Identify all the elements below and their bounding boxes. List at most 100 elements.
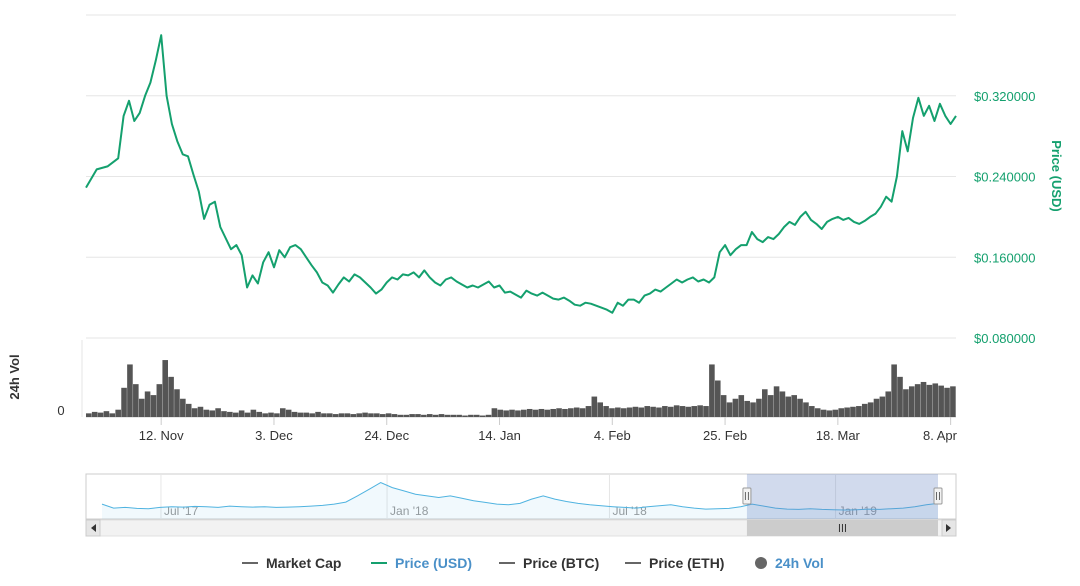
volume-bar[interactable] bbox=[180, 398, 186, 417]
volume-bar[interactable] bbox=[444, 414, 451, 417]
volume-bar[interactable] bbox=[262, 413, 268, 417]
volume-bar[interactable] bbox=[885, 391, 892, 417]
volume-bar[interactable] bbox=[327, 413, 333, 417]
volume-bar[interactable] bbox=[232, 412, 239, 417]
volume-bar[interactable] bbox=[785, 396, 792, 417]
legend-item-price-usd[interactable]: Price (USD) bbox=[371, 555, 472, 571]
volume-bar[interactable] bbox=[897, 376, 903, 417]
volume-bar[interactable] bbox=[667, 406, 674, 417]
volume-bar[interactable] bbox=[356, 413, 362, 417]
volume-bar[interactable] bbox=[903, 389, 909, 417]
volume-bar[interactable] bbox=[673, 405, 680, 417]
volume-bar[interactable] bbox=[168, 376, 174, 417]
volume-bar[interactable] bbox=[744, 400, 750, 417]
volume-bar[interactable] bbox=[274, 413, 280, 417]
volume-bar[interactable] bbox=[174, 389, 180, 417]
volume-bar[interactable] bbox=[679, 406, 686, 417]
volume-bar[interactable] bbox=[568, 408, 574, 417]
volume-bar[interactable] bbox=[291, 411, 298, 417]
volume-bar[interactable] bbox=[115, 409, 121, 417]
volume-bar[interactable] bbox=[285, 409, 292, 417]
volume-bar[interactable] bbox=[509, 409, 515, 417]
volume-bar[interactable] bbox=[209, 410, 216, 417]
volume-bar[interactable] bbox=[203, 409, 210, 417]
volume-bar[interactable] bbox=[844, 407, 850, 417]
volume-bar[interactable] bbox=[279, 408, 286, 417]
navigator-handle-right[interactable] bbox=[933, 487, 943, 505]
volume-bar[interactable] bbox=[156, 384, 163, 417]
volume-bar[interactable] bbox=[91, 411, 98, 417]
volume-bar[interactable] bbox=[133, 384, 139, 417]
volume-bar[interactable] bbox=[303, 412, 310, 417]
volume-bar[interactable] bbox=[826, 410, 833, 417]
volume-bar[interactable] bbox=[315, 411, 321, 417]
volume-bar[interactable] bbox=[268, 412, 274, 417]
volume-bar[interactable] bbox=[797, 398, 803, 417]
volume-bar[interactable] bbox=[426, 414, 433, 417]
volume-bar[interactable] bbox=[556, 408, 562, 417]
volume-bar[interactable] bbox=[238, 410, 245, 417]
navigator-selection[interactable] bbox=[746, 474, 938, 519]
legend-item-market-cap[interactable]: Market Cap bbox=[242, 555, 341, 571]
volume-bar[interactable] bbox=[767, 395, 774, 417]
volume-bar[interactable] bbox=[762, 389, 768, 417]
volume-bar[interactable] bbox=[379, 414, 386, 417]
volume-bar[interactable] bbox=[515, 410, 521, 417]
volume-bar[interactable] bbox=[438, 414, 445, 417]
volume-bar[interactable] bbox=[932, 383, 939, 417]
volume-bar[interactable] bbox=[127, 364, 133, 417]
volume-bar[interactable] bbox=[191, 408, 198, 417]
price-usd-line[interactable] bbox=[85, 34, 957, 314]
volume-bar[interactable] bbox=[391, 414, 398, 417]
volume-bar[interactable] bbox=[144, 391, 151, 417]
legend-item-price-btc[interactable]: Price (BTC) bbox=[499, 555, 599, 571]
volume-bar[interactable] bbox=[856, 406, 862, 417]
volume-bar[interactable] bbox=[732, 398, 739, 417]
volume-bar[interactable] bbox=[585, 406, 592, 417]
volume-bar[interactable] bbox=[397, 414, 404, 417]
volume-bar[interactable] bbox=[750, 402, 756, 417]
volume-bar[interactable] bbox=[791, 395, 797, 417]
volume-bar[interactable] bbox=[138, 398, 145, 417]
volume-bar[interactable] bbox=[150, 395, 157, 417]
volume-bar[interactable] bbox=[462, 415, 468, 417]
legend-item-price-eth[interactable]: Price (ETH) bbox=[625, 555, 724, 571]
volume-bar[interactable] bbox=[726, 402, 733, 417]
volume-bar[interactable] bbox=[468, 414, 474, 417]
volume-bar[interactable] bbox=[185, 403, 192, 417]
volume-bar[interactable] bbox=[338, 413, 345, 417]
price-series[interactable] bbox=[85, 34, 957, 314]
volume-bar[interactable] bbox=[908, 386, 915, 417]
volume-bar[interactable] bbox=[532, 409, 539, 417]
volume-bar[interactable] bbox=[197, 406, 204, 417]
volume-bar[interactable] bbox=[403, 414, 410, 417]
volume-bar[interactable] bbox=[332, 414, 339, 417]
volume-bar[interactable] bbox=[632, 406, 639, 417]
volume-bar[interactable] bbox=[497, 409, 504, 417]
volume-bar[interactable] bbox=[867, 402, 874, 417]
navigator-handle-left[interactable] bbox=[742, 487, 752, 505]
legend-item-24h-vol[interactable]: 24h Vol bbox=[755, 555, 824, 571]
volume-bar[interactable] bbox=[374, 413, 380, 417]
volume-bar[interactable] bbox=[521, 409, 527, 417]
volume-bar[interactable] bbox=[838, 408, 845, 417]
volume-bar[interactable] bbox=[703, 406, 709, 417]
volume-bar[interactable] bbox=[415, 414, 421, 417]
volume-bar[interactable] bbox=[450, 414, 457, 417]
volume-bar[interactable] bbox=[591, 396, 598, 417]
volume-bar[interactable] bbox=[832, 409, 839, 417]
volume-bar[interactable] bbox=[562, 408, 568, 417]
volume-bar[interactable] bbox=[385, 413, 392, 417]
volume-bar[interactable] bbox=[526, 408, 533, 417]
volume-bar[interactable] bbox=[544, 409, 551, 417]
volume-bar[interactable] bbox=[756, 398, 762, 417]
volume-series[interactable] bbox=[86, 360, 956, 417]
volume-bar[interactable] bbox=[162, 360, 168, 417]
volume-bar[interactable] bbox=[685, 406, 692, 417]
volume-bar[interactable] bbox=[350, 414, 357, 417]
volume-bar[interactable] bbox=[579, 408, 586, 417]
scroll-right-button[interactable] bbox=[941, 519, 957, 537]
volume-bar[interactable] bbox=[738, 395, 745, 417]
volume-bar[interactable] bbox=[850, 406, 856, 417]
volume-bar[interactable] bbox=[503, 410, 509, 417]
